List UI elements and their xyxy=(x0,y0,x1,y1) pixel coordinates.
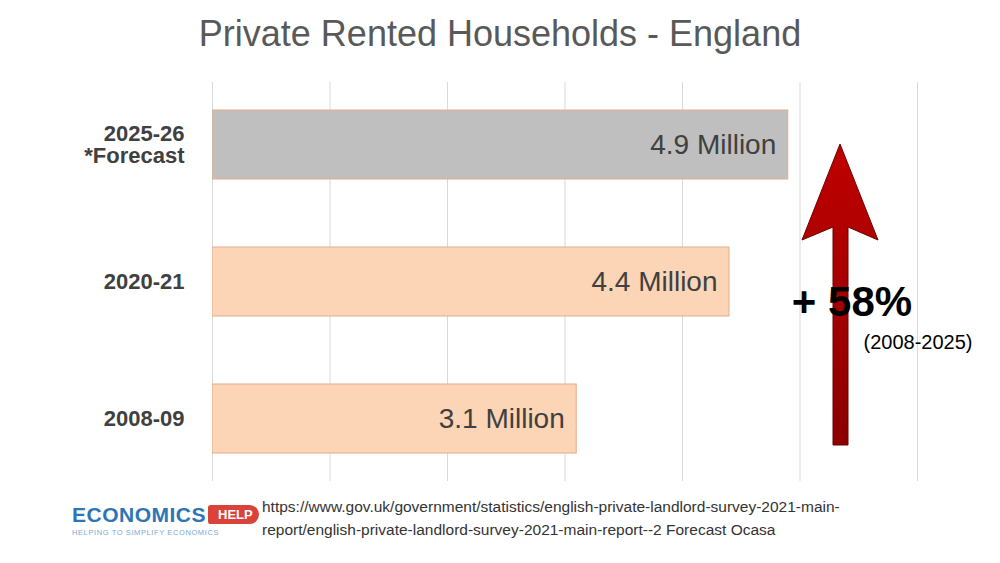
svg-text:(2008-2025): (2008-2025) xyxy=(864,331,973,353)
html-text:Private Rented Households - En: Private Rented Households - England xyxy=(198,13,802,54)
html-text:https://www.gov.uk/government/: https://www.gov.uk/government/statistics… xyxy=(262,498,840,538)
svg-text:4.4 Million: 4.4 Million xyxy=(591,266,717,297)
html-text:HELPING TO SIMPLIFY ECONOMICS: HELPING TO SIMPLIFY ECONOMICS xyxy=(72,528,219,537)
html-text:ECONOMICS: ECONOMICS xyxy=(72,503,206,526)
svg-text:4.9 Million: 4.9 Million xyxy=(650,129,776,160)
html-text:HELP: HELP xyxy=(218,507,253,522)
svg-text:2008-09: 2008-09 xyxy=(104,406,185,431)
svg-text:2020-21: 2020-21 xyxy=(104,269,185,294)
svg-text:2025-26*Forecast: 2025-26*Forecast xyxy=(84,121,185,168)
svg-text:+ 58%: + 58% xyxy=(792,278,912,325)
svg-text:3.1 Million: 3.1 Million xyxy=(439,403,565,434)
